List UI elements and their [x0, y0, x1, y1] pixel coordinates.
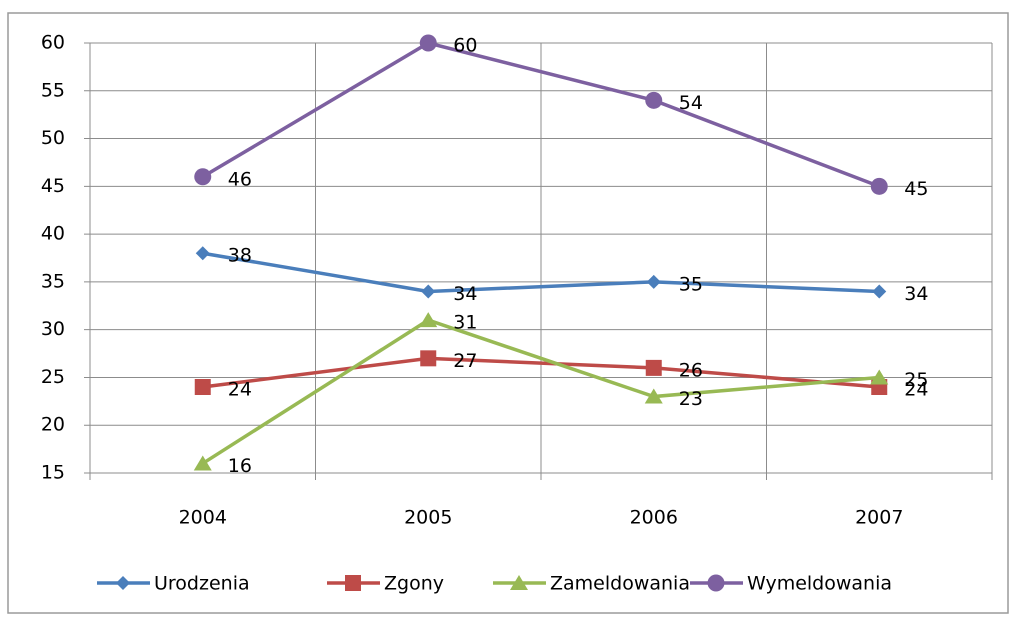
point-marker: [645, 91, 663, 109]
point-marker: [194, 379, 211, 395]
x-tick-label: 2007: [855, 507, 903, 529]
legend-marker: [510, 575, 528, 590]
point-marker: [194, 168, 212, 186]
data-label: 31: [453, 312, 477, 334]
y-tick-label: 20: [41, 414, 65, 436]
point-marker: [870, 369, 889, 385]
x-tick-label: 2006: [630, 507, 678, 529]
data-label: 54: [679, 92, 703, 114]
y-tick-label: 60: [41, 32, 65, 54]
point-marker: [646, 274, 661, 289]
y-tick-label: 25: [41, 366, 65, 388]
data-label: 24: [904, 379, 928, 401]
data-label: 27: [453, 350, 477, 372]
series-line: [201, 318, 880, 465]
y-tick-label: 40: [41, 223, 65, 245]
data-label: 25: [904, 369, 928, 391]
legend-label: Wymeldowania: [747, 573, 892, 595]
data-label: 45: [904, 178, 928, 200]
y-tick-label: 55: [41, 79, 65, 101]
y-tick-label: 30: [41, 318, 65, 340]
legend-label: Urodzenia: [154, 573, 250, 595]
point-marker: [644, 388, 663, 404]
chart-frame: [7, 12, 1009, 614]
series-line: [202, 356, 880, 389]
data-label: 16: [228, 455, 252, 477]
data-label: 26: [679, 359, 703, 381]
point-marker: [195, 246, 210, 261]
series-line: [202, 251, 880, 294]
data-label: 38: [228, 245, 252, 267]
point-marker: [872, 284, 887, 299]
data-label: 34: [453, 283, 477, 305]
y-tick-label: 45: [41, 175, 65, 197]
x-tick-label: 2004: [179, 507, 227, 529]
data-label: 34: [904, 283, 928, 305]
point-marker: [419, 34, 437, 52]
point-marker: [870, 177, 888, 195]
legend-marker: [345, 575, 361, 591]
legend-marker: [707, 574, 725, 592]
y-tick-label: 35: [41, 270, 65, 292]
legend-label: Zameldowania: [550, 573, 690, 595]
data-label: 35: [679, 273, 703, 295]
data-label: 23: [679, 388, 703, 410]
y-tick-label: 15: [41, 462, 65, 484]
point-marker: [421, 284, 436, 299]
point-marker: [645, 359, 662, 376]
data-label: 46: [228, 168, 252, 190]
series-line: [201, 41, 880, 188]
point-marker: [193, 455, 212, 471]
y-tick-label: 50: [41, 127, 65, 149]
legend-marker: [116, 576, 130, 590]
point-marker: [420, 350, 437, 367]
data-label: 60: [453, 35, 477, 57]
point-marker: [419, 312, 438, 328]
legend-label: Zgony: [384, 573, 444, 595]
x-tick-label: 2005: [404, 507, 452, 529]
data-label: 24: [228, 379, 252, 401]
